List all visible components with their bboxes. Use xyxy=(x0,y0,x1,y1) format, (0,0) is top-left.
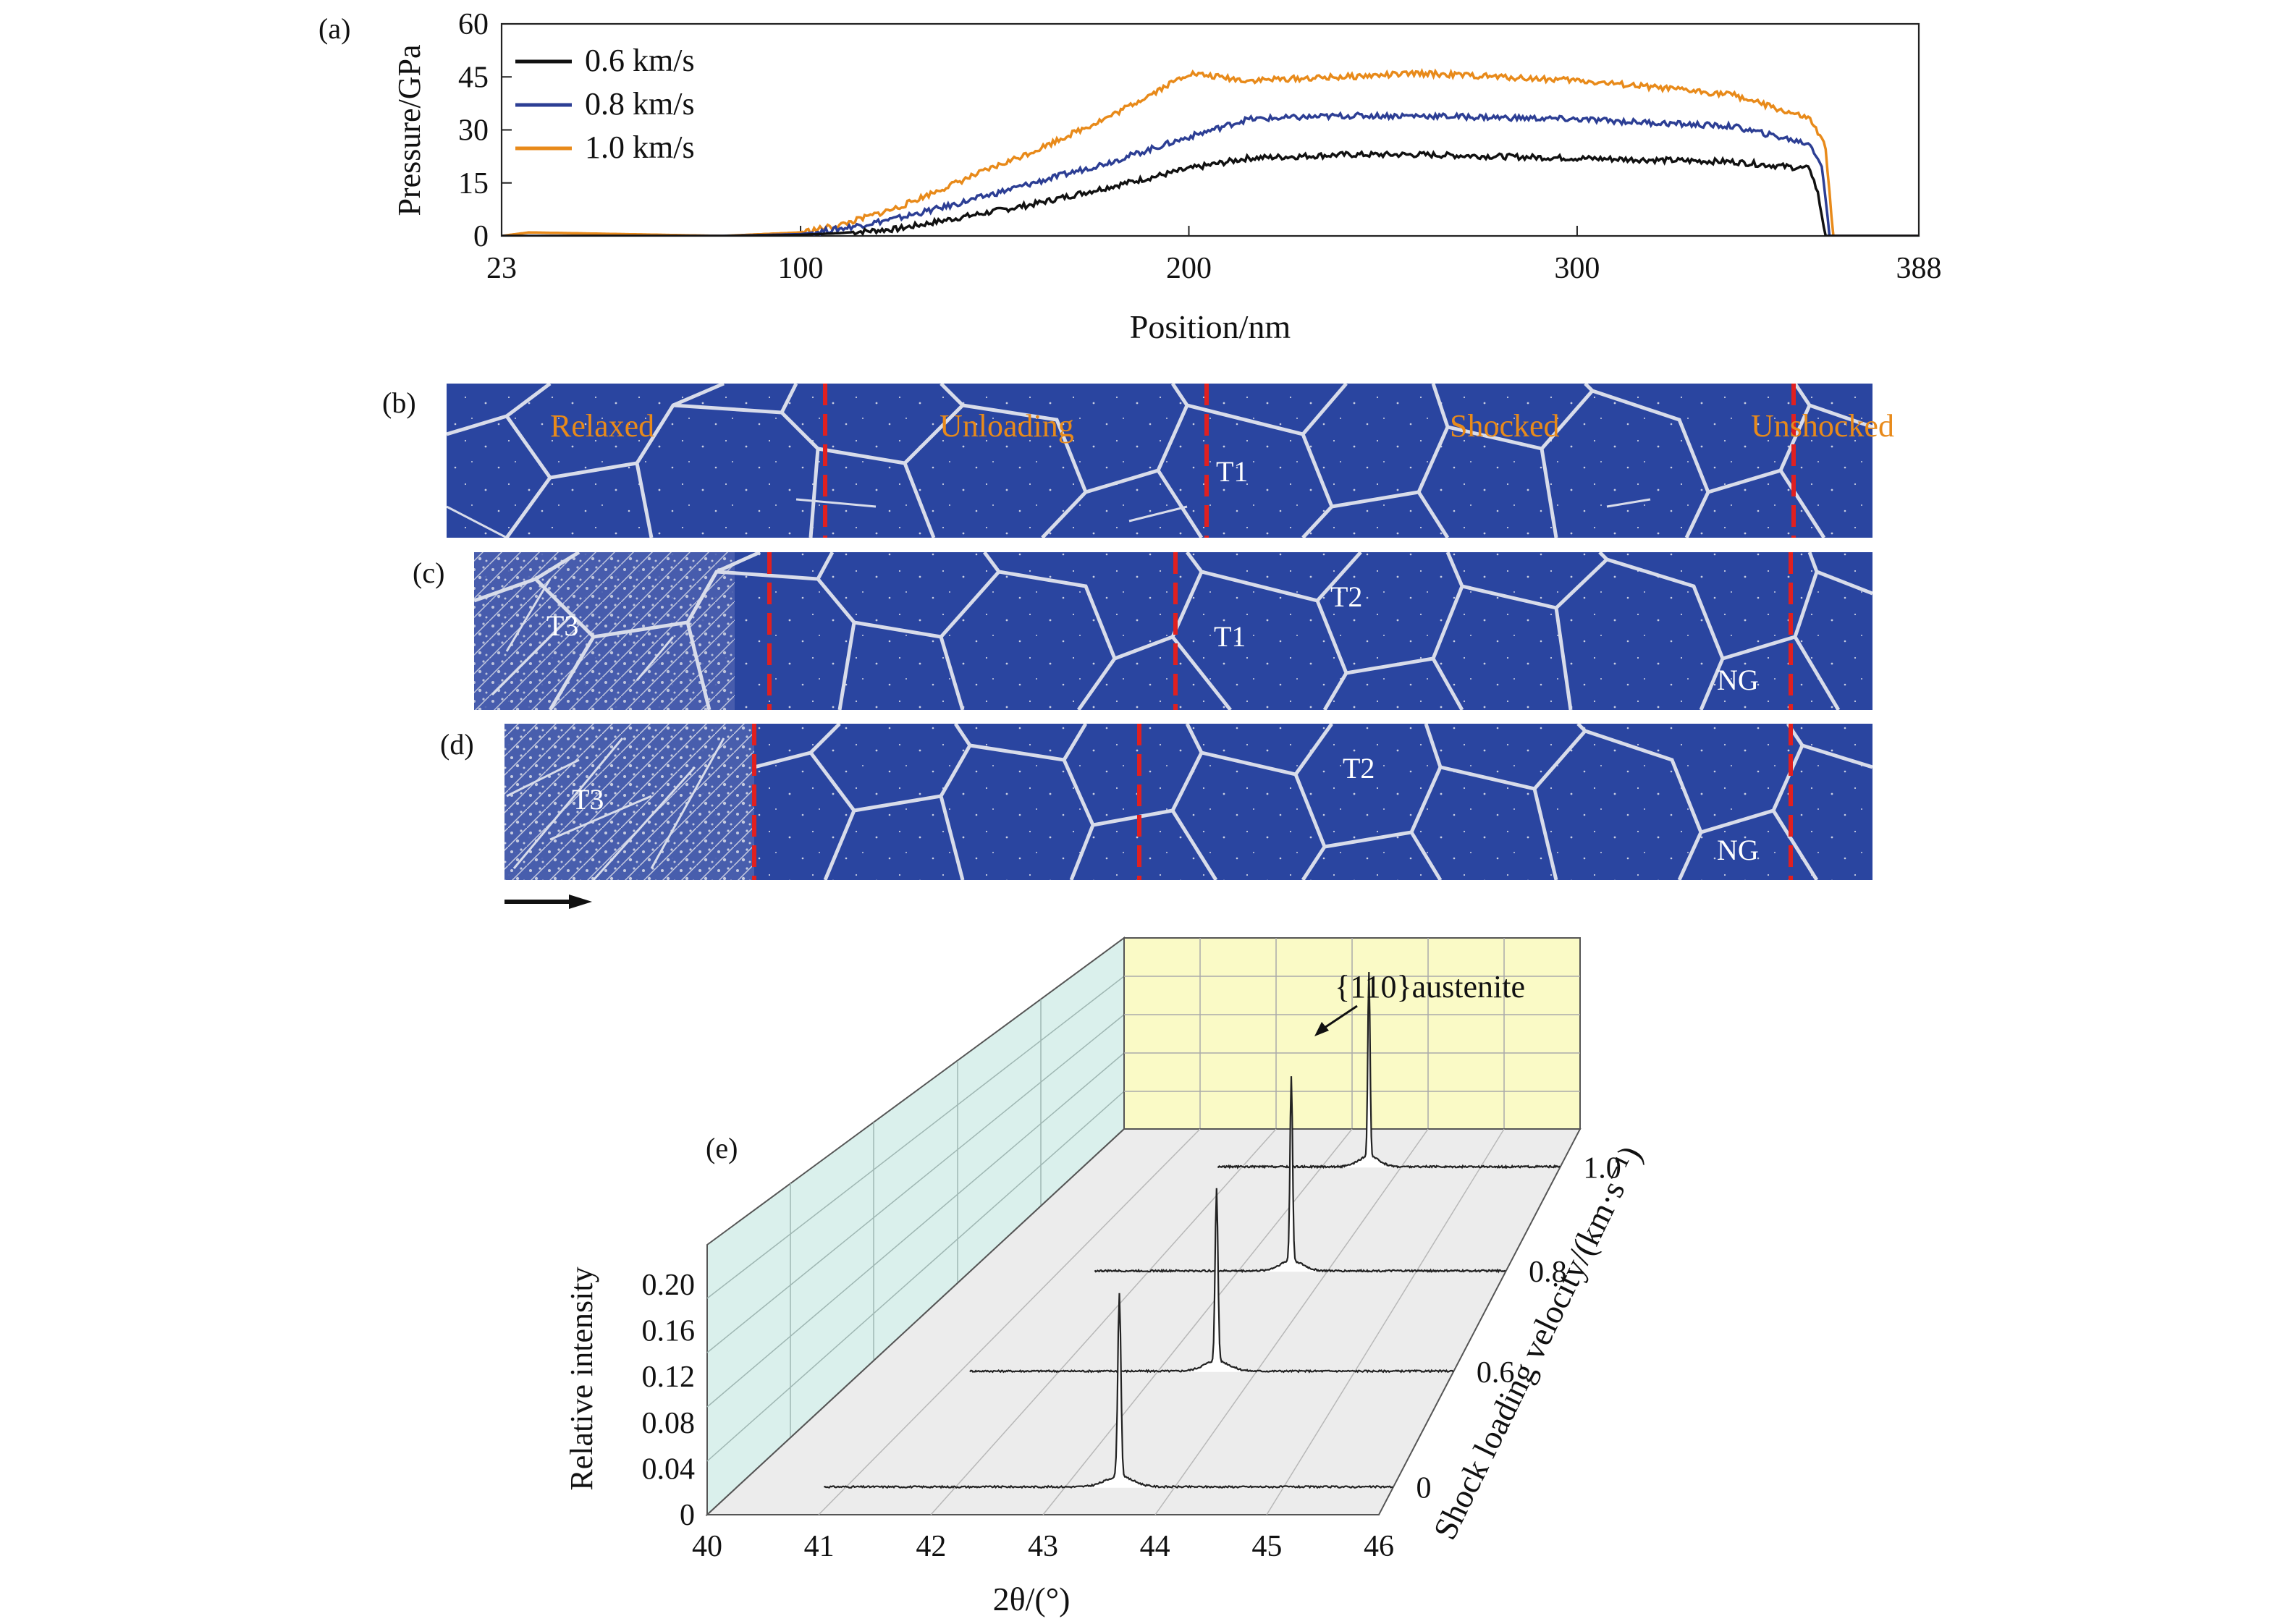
y-tick-label-a: 30 xyxy=(458,114,489,148)
x-axis-a: 23 100 200 300 388 xyxy=(486,226,1942,285)
x-tick-label-e: 46 xyxy=(1364,1530,1394,1563)
twin-label-d-t3: T3 xyxy=(572,783,604,816)
y-tick-label-a: 45 xyxy=(458,61,489,94)
twin-label-b-t1: T1 xyxy=(1216,455,1248,488)
x-tick-label-a: 23 xyxy=(486,252,517,285)
x-tick-label-e: 45 xyxy=(1251,1530,1282,1563)
series-group-e xyxy=(824,971,1561,1489)
zone-label-unshocked: Unshocked xyxy=(1751,408,1894,444)
annotation-arrow-e xyxy=(1314,1005,1358,1036)
x-tick-label-a: 388 xyxy=(1896,252,1942,285)
panel-a: (a) 0 15 30 45 60 23 100 200 300 388 Position/nm… xyxy=(318,8,1942,345)
x-tick-label-e: 43 xyxy=(1028,1530,1058,1563)
y-axis-label-e: Relative intensity xyxy=(564,1266,599,1490)
x-axis-label-e: 2θ/(°) xyxy=(993,1581,1071,1617)
microstructure-b xyxy=(447,384,1872,538)
y-tick-label-e: 0.12 xyxy=(642,1361,696,1394)
y-tick-label-a: 0 xyxy=(473,220,489,253)
z-tick-label-e: 1.0 xyxy=(1583,1151,1621,1185)
y-tick-label-e: 0.04 xyxy=(642,1452,696,1486)
zone-label-relaxed: Relaxed xyxy=(550,408,654,444)
panel-label-e: (e) xyxy=(706,1132,738,1164)
back-wall-grid xyxy=(1124,938,1580,1129)
twin-label-c-t1: T1 xyxy=(1214,620,1246,653)
z-tick-label-e: 0.6 xyxy=(1477,1356,1514,1390)
spectrum-line-08 xyxy=(1094,1076,1506,1274)
panel-label-d: (d) xyxy=(440,728,474,761)
y-tick-label-a: 60 xyxy=(458,8,489,41)
legend-label-10: 1.0 km/s xyxy=(585,130,695,165)
panel-label-c: (c) xyxy=(413,557,444,589)
series-line-10 xyxy=(502,67,1919,236)
y-tick-label-e: 0.08 xyxy=(642,1407,696,1440)
x-tick-label-e: 42 xyxy=(916,1530,946,1563)
panel-b: (b) Relaxed Unloading Shocked Unshocked … xyxy=(382,384,1894,538)
grain-boundaries-c xyxy=(474,552,1872,710)
spectrum-line-06 xyxy=(969,1188,1454,1374)
spectrum-line-0 xyxy=(824,1293,1393,1489)
panel-d: (d) T3 T2 NG xyxy=(440,724,1872,909)
z-tick-label-e: 0.8 xyxy=(1529,1256,1567,1289)
deformed-region-c xyxy=(474,552,735,710)
panel-label-b: (b) xyxy=(382,386,416,419)
series-group-a xyxy=(502,67,1919,236)
y-axis-a: 0 15 30 45 60 xyxy=(458,8,512,253)
legend-label-08: 0.8 km/s xyxy=(585,86,695,122)
y-tick-label-e: 0 xyxy=(680,1499,695,1532)
twin-label-c-t3: T3 xyxy=(546,609,578,642)
x-tick-label-a: 300 xyxy=(1554,252,1600,285)
floor-e xyxy=(705,1128,1582,1515)
deformed-region-d xyxy=(504,724,754,880)
panel-label-a: (a) xyxy=(318,12,350,45)
legend-label-06: 0.6 km/s xyxy=(585,43,695,78)
y-axis-label-a: Pressure/GPa xyxy=(392,44,427,216)
twin-label-d-ng: NG xyxy=(1717,834,1759,866)
series-line-08 xyxy=(502,111,1919,236)
twin-label-c-ng: NG xyxy=(1717,664,1759,696)
x-tick-label-a: 100 xyxy=(778,252,824,285)
x-tick-label-a: 200 xyxy=(1166,252,1212,285)
zone-label-unloading: Unloading xyxy=(940,408,1074,444)
grain-boundaries-d xyxy=(506,724,1872,880)
spectrum-line-10 xyxy=(1217,971,1561,1170)
left-wall-grid xyxy=(706,976,1125,1462)
y-tick-label-e: 0.16 xyxy=(642,1315,696,1348)
floor-grid xyxy=(818,1128,1505,1515)
grain-boundaries-b xyxy=(447,384,1872,538)
x-tick-label-e: 44 xyxy=(1140,1530,1170,1563)
z-tick-label-e: 0 xyxy=(1416,1472,1431,1505)
twin-label-d-t2: T2 xyxy=(1343,752,1375,784)
x-tick-label-e: 40 xyxy=(692,1530,722,1563)
peak-annotation-e: {110}austenite xyxy=(1335,969,1525,1005)
twin-label-c-t2: T2 xyxy=(1330,580,1362,613)
y-tick-label-a: 15 xyxy=(458,167,489,200)
x-tick-label-e: 41 xyxy=(804,1530,835,1563)
series-line-06 xyxy=(502,150,1919,236)
y-tick-label-e: 0.20 xyxy=(642,1269,696,1302)
zone-label-shocked: Shocked xyxy=(1450,408,1560,444)
legend-a: 0.6 km/s 0.8 km/s 1.0 km/s xyxy=(515,43,695,165)
x-axis-label-a: Position/nm xyxy=(1130,308,1291,345)
shock-direction-arrow xyxy=(504,895,592,909)
axes-e: 0 0.04 0.08 0.12 0.16 0.20 40 41 42 43 44 45 46 0 0.6 0… xyxy=(642,1151,1621,1563)
panel-c: (c) T3 T1 T2 NG xyxy=(413,552,1872,710)
